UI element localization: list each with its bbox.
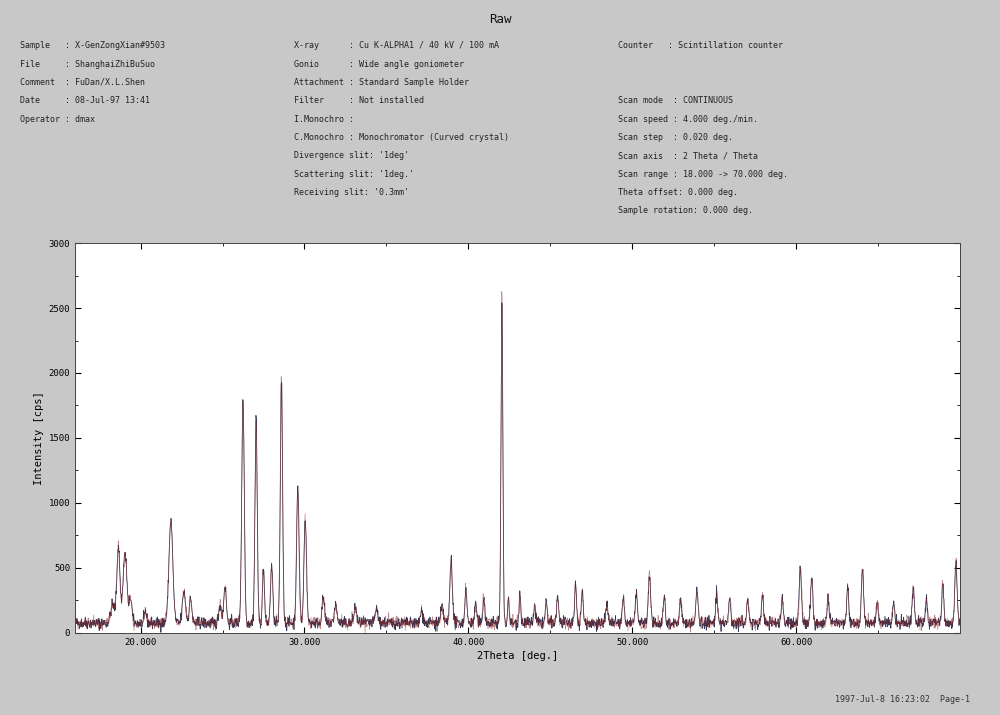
Text: Theta offset: 0.000 deg.: Theta offset: 0.000 deg. [618, 188, 738, 197]
Text: Gonio      : Wide angle goniometer: Gonio : Wide angle goniometer [294, 59, 464, 69]
Text: Scan speed : 4.000 deg./min.: Scan speed : 4.000 deg./min. [618, 114, 758, 124]
Y-axis label: Intensity [cps]: Intensity [cps] [34, 391, 44, 485]
Text: Counter   : Scintillation counter: Counter : Scintillation counter [618, 41, 783, 50]
Text: Date     : 08-Jul-97 13:41: Date : 08-Jul-97 13:41 [20, 97, 150, 105]
Text: 1997-Jul-8 16:23:02  Page-1: 1997-Jul-8 16:23:02 Page-1 [835, 695, 970, 704]
Text: Receiving slit: '0.3mm': Receiving slit: '0.3mm' [294, 188, 409, 197]
Text: Raw: Raw [489, 13, 511, 26]
Text: Filter     : Not installed: Filter : Not installed [294, 97, 424, 105]
Text: Comment  : FuDan/X.L.Shen: Comment : FuDan/X.L.Shen [20, 78, 145, 87]
Text: Scan step  : 0.020 deg.: Scan step : 0.020 deg. [618, 133, 733, 142]
Text: Attachment : Standard Sample Holder: Attachment : Standard Sample Holder [294, 78, 469, 87]
Text: X-ray      : Cu K-ALPHA1 / 40 kV / 100 mA: X-ray : Cu K-ALPHA1 / 40 kV / 100 mA [294, 41, 499, 50]
Text: Scattering slit: '1deg.': Scattering slit: '1deg.' [294, 169, 414, 179]
Text: File     : ShanghaiZhiBuSuo: File : ShanghaiZhiBuSuo [20, 59, 155, 69]
Text: Operator : dmax: Operator : dmax [20, 114, 95, 124]
X-axis label: 2Theta [deg.]: 2Theta [deg.] [477, 651, 558, 661]
Text: Scan axis  : 2 Theta / Theta: Scan axis : 2 Theta / Theta [618, 152, 758, 160]
Text: Divergence slit: '1deg': Divergence slit: '1deg' [294, 152, 409, 160]
Text: C.Monochro : Monochromator (Curved crystal): C.Monochro : Monochromator (Curved cryst… [294, 133, 509, 142]
Text: Scan range : 18.000 -> 70.000 deg.: Scan range : 18.000 -> 70.000 deg. [618, 169, 788, 179]
Text: Scan mode  : CONTINUOUS: Scan mode : CONTINUOUS [618, 97, 733, 105]
Text: I.Monochro :: I.Monochro : [294, 114, 354, 124]
Text: Sample   : X-GenZongXian#9503: Sample : X-GenZongXian#9503 [20, 41, 165, 50]
Text: Sample rotation: 0.000 deg.: Sample rotation: 0.000 deg. [618, 206, 753, 215]
